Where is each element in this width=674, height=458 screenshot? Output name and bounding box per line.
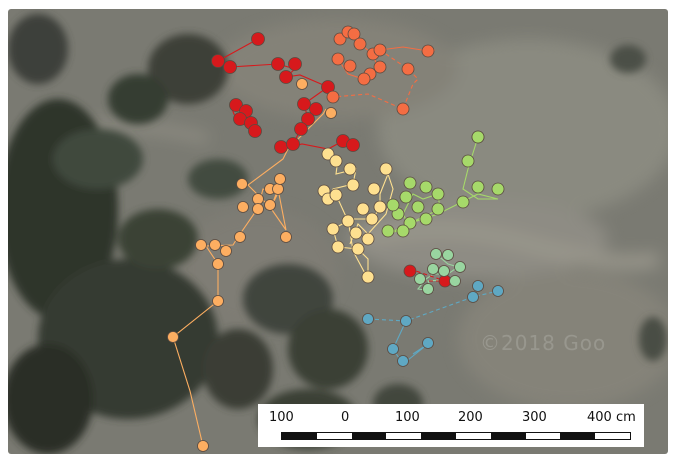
points-red	[211, 32, 452, 288]
map-view[interactable]: ©2018 Goo	[8, 9, 668, 454]
track-points	[167, 25, 505, 452]
vegetation	[8, 14, 667, 454]
points-sage	[414, 248, 466, 295]
scale-label-4: 200	[458, 410, 483, 425]
points-orange-dark	[326, 25, 435, 116]
track-line-orange-dark-2	[332, 49, 419, 110]
scale-segment	[282, 433, 317, 439]
scale-segment	[351, 433, 387, 439]
scale-segment	[386, 433, 422, 439]
points-light-green	[381, 130, 505, 238]
scale-segment	[595, 433, 630, 439]
points-orange	[167, 78, 337, 452]
scale-segment	[316, 433, 352, 439]
satellite-map	[8, 9, 668, 454]
points-light-orange	[317, 130, 485, 284]
scale-label-5: 300	[522, 410, 547, 425]
scale-segment	[560, 433, 596, 439]
scale-segment	[490, 433, 526, 439]
scale-segment	[455, 433, 491, 439]
points-teal	[362, 280, 504, 367]
scale-label-2: 0	[341, 410, 350, 425]
track-line-teal	[367, 290, 499, 322]
scale-bar: 100 0 100 200 300 400 cm	[258, 404, 644, 447]
scale-segment	[421, 433, 456, 439]
scale-segment	[525, 433, 561, 439]
scale-bar-segments	[281, 432, 631, 440]
scale-label-3: 100	[395, 410, 420, 425]
map-watermark: ©2018 Goo	[480, 331, 607, 355]
scale-label-6: 400 cm	[587, 410, 636, 425]
scale-label-1: 100	[269, 410, 294, 425]
